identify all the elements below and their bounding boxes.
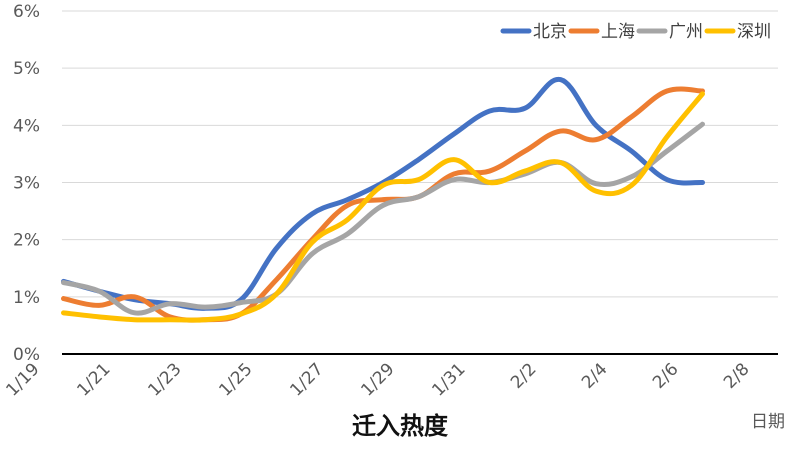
y-tick-label: 5% (13, 59, 40, 79)
series-line-深圳 (61, 91, 705, 323)
legend-label: 广州 (669, 22, 703, 42)
y-tick-label: 4% (13, 116, 40, 136)
legend-label: 北京 (533, 22, 567, 42)
x-tick-label: 1/23 (144, 359, 185, 400)
x-tick-label: 1/31 (428, 359, 469, 400)
x-tick-label: 2/8 (720, 359, 753, 392)
series-line-广州 (61, 121, 705, 316)
y-axis-ticks: 0% 1% 2% 3% 4% 5% 6% (13, 2, 40, 365)
x-tick-label: 2/4 (578, 359, 611, 392)
gridlines (62, 10, 778, 298)
legend-label: 上海 (601, 22, 635, 42)
legend-label: 深圳 (737, 22, 771, 42)
series-lines (61, 77, 705, 323)
x-tick-label: 1/19 (2, 359, 43, 400)
chart-title: 迁入热度 (352, 412, 449, 440)
y-tick-label: 2% (13, 231, 40, 251)
x-tick-label: 1/27 (286, 359, 327, 400)
x-tick-label: 2/6 (649, 359, 682, 392)
x-tick-label: 1/25 (215, 359, 256, 400)
x-tick-label: 2/2 (507, 359, 540, 392)
y-tick-label: 3% (13, 174, 40, 194)
y-tick-label: 0% (13, 345, 40, 365)
y-tick-label: 6% (13, 2, 40, 22)
x-axis-label: 日期 (751, 412, 785, 432)
x-tick-label: 1/21 (73, 359, 114, 400)
x-tick-label: 1/29 (357, 359, 398, 400)
y-tick-label: 1% (13, 288, 40, 308)
series-line-上海 (61, 86, 705, 323)
x-axis-ticks: 1/19 1/21 1/23 1/25 1/27 1/29 1/31 2/2 2/4 2/6 2/8 (2, 359, 753, 400)
legend: 北京 上海 广州 深圳 (500, 22, 771, 42)
